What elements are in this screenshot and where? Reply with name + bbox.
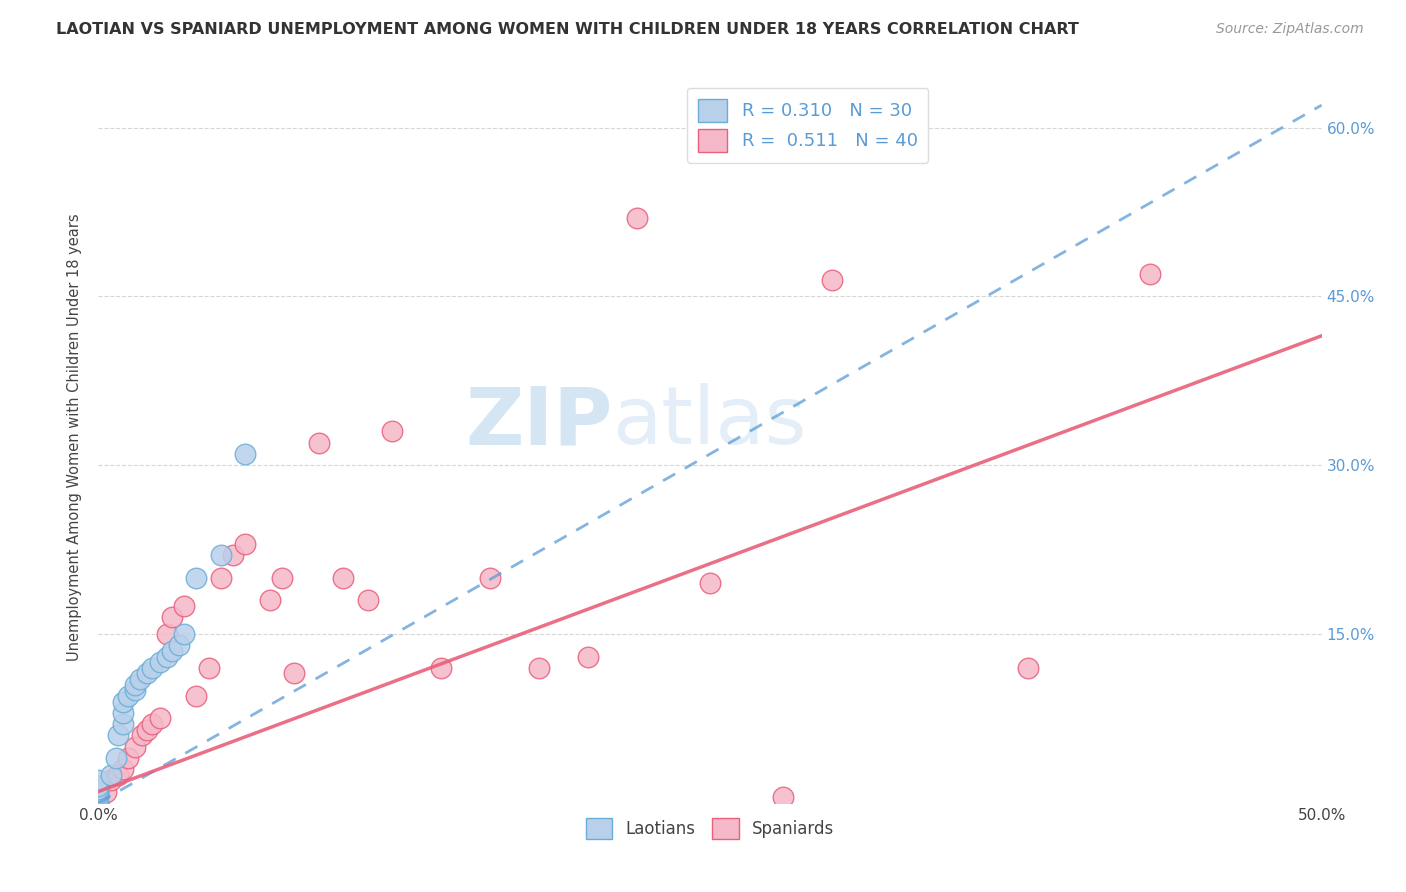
Point [149, 711, 172, 725]
Point [233, 537, 256, 551]
Point [270, 571, 294, 585]
Point [87, 784, 110, 798]
Point [527, 661, 550, 675]
Point [131, 728, 153, 742]
Text: Source: ZipAtlas.com: Source: ZipAtlas.com [1216, 22, 1364, 37]
Point [356, 593, 378, 607]
Point [104, 751, 127, 765]
Point [156, 649, 179, 664]
Point [117, 751, 139, 765]
Point [111, 717, 134, 731]
Point [87, 773, 110, 788]
Point [186, 689, 208, 703]
Point [107, 767, 129, 781]
Point [478, 571, 501, 585]
Point [87, 779, 110, 793]
Point [87, 779, 110, 793]
Point [87, 796, 110, 810]
Text: ZIP: ZIP [465, 384, 612, 461]
Point [87, 787, 110, 801]
Point [141, 717, 163, 731]
Point [699, 576, 721, 591]
Point [141, 661, 163, 675]
Point [332, 571, 354, 585]
Point [283, 666, 305, 681]
Point [156, 627, 179, 641]
Point [87, 790, 110, 805]
Point [233, 447, 256, 461]
Point [94, 784, 117, 798]
Point [772, 790, 794, 805]
Point [626, 211, 648, 225]
Point [100, 773, 122, 788]
Point [136, 666, 159, 681]
Point [87, 784, 110, 798]
Point [186, 571, 208, 585]
Point [87, 782, 110, 797]
Point [87, 790, 110, 805]
Point [136, 723, 159, 737]
Point [167, 638, 190, 652]
Y-axis label: Unemployment Among Women with Children Under 18 years: Unemployment Among Women with Children U… [67, 213, 83, 661]
Text: LAOTIAN VS SPANIARD UNEMPLOYMENT AMONG WOMEN WITH CHILDREN UNDER 18 YEARS CORREL: LAOTIAN VS SPANIARD UNEMPLOYMENT AMONG W… [56, 22, 1080, 37]
Point [1017, 661, 1039, 675]
Point [117, 689, 139, 703]
Point [259, 593, 281, 607]
Point [209, 548, 232, 562]
Point [111, 694, 134, 708]
Point [149, 655, 172, 669]
Point [197, 661, 219, 675]
Point [87, 796, 110, 810]
Text: atlas: atlas [612, 384, 807, 461]
Point [381, 425, 404, 439]
Point [107, 728, 129, 742]
Point [124, 678, 146, 692]
Point [821, 272, 844, 286]
Point [87, 796, 110, 810]
Point [173, 627, 195, 641]
Point [576, 649, 599, 664]
Point [222, 548, 245, 562]
Point [111, 762, 134, 776]
Point [160, 610, 183, 624]
Point [430, 661, 453, 675]
Point [124, 739, 146, 754]
Point [124, 683, 146, 698]
Point [308, 435, 330, 450]
Point [173, 599, 195, 613]
Point [209, 571, 232, 585]
Point [1139, 267, 1161, 281]
Point [87, 796, 110, 810]
Point [87, 796, 110, 810]
Point [100, 767, 122, 781]
Point [129, 672, 152, 686]
Point [160, 644, 183, 658]
Point [111, 706, 134, 720]
Point [87, 796, 110, 810]
Legend: Laotians, Spaniards: Laotians, Spaniards [579, 811, 841, 846]
